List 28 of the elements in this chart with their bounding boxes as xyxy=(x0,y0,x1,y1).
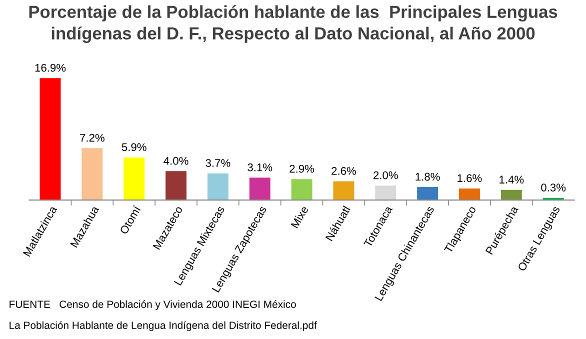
data-label: 0.3% xyxy=(541,184,566,192)
data-label: 7.2% xyxy=(80,134,104,142)
bar xyxy=(291,179,312,200)
data-label: 3.1% xyxy=(248,163,272,172)
chart-title: Porcentaje de la Población hablante de las Principales Lenguas indígenas del D. F., Respecto al Dato Nacional, al Año 2000 xyxy=(29,5,558,43)
bar xyxy=(207,173,228,200)
data-label: 2.0% xyxy=(374,171,398,180)
bar xyxy=(417,187,438,200)
bar xyxy=(500,190,522,200)
data-label: 3.7% xyxy=(206,159,230,167)
bar xyxy=(40,78,61,200)
bar xyxy=(124,157,145,200)
bar xyxy=(333,181,354,200)
data-label: 5.9% xyxy=(122,143,146,152)
data-label: 1.8% xyxy=(416,172,440,181)
data-label: 16.9% xyxy=(35,64,66,72)
data-label: 1.6% xyxy=(458,174,482,182)
bar xyxy=(375,186,396,200)
bar xyxy=(249,178,270,200)
data-label: 1.4% xyxy=(500,176,524,184)
bar xyxy=(166,171,187,200)
data-label: 2.6% xyxy=(332,167,356,175)
bar xyxy=(82,148,103,200)
data-label: 2.9% xyxy=(290,164,314,173)
source-note: FUENTE Censo de Población y Vivienda 2000 INEGI México xyxy=(10,300,296,310)
data-label: 4.0% xyxy=(164,156,188,165)
text: La Población Hablante de Lengua Indígena del Distrito Federal.pdf xyxy=(10,321,317,332)
bar xyxy=(458,188,480,200)
